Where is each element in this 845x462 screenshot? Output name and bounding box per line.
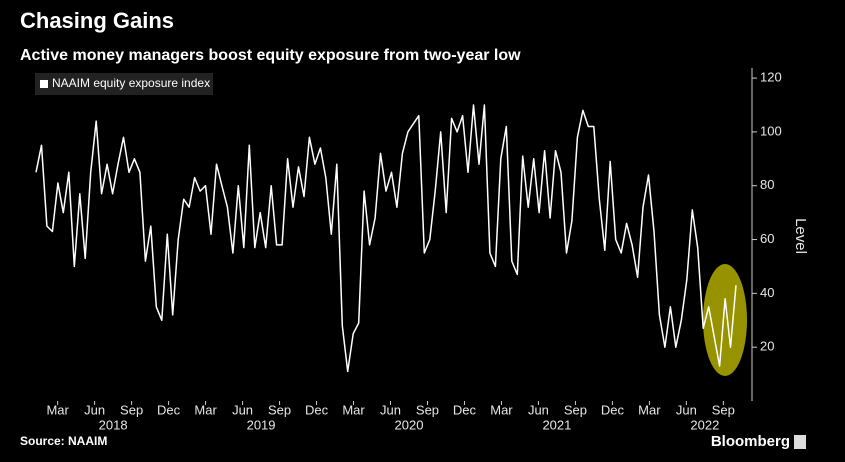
- x-tick-label: Sep: [712, 402, 735, 417]
- x-tick-label: Sep: [416, 402, 439, 417]
- chart-title: Chasing Gains: [20, 8, 174, 33]
- y-tick-label: 80: [760, 177, 774, 192]
- x-tick-label: Jun: [84, 402, 105, 417]
- x-group-label: 2020: [395, 417, 424, 432]
- y-tick-label: 60: [760, 231, 774, 246]
- x-group-label: 2018: [99, 417, 128, 432]
- brand: Bloomberg: [711, 433, 790, 450]
- x-tick-label: Jun: [676, 402, 697, 417]
- y-tick-label: 120: [760, 70, 782, 85]
- x-tick-label: Jun: [380, 402, 401, 417]
- x-tick-label: Sep: [564, 402, 587, 417]
- x-tick-label: Mar: [194, 402, 217, 417]
- x-tick-label: Jun: [528, 402, 549, 417]
- y-axis-label: Level: [792, 218, 809, 254]
- y-tick-label: 40: [760, 285, 774, 300]
- x-group-label: 2021: [542, 417, 571, 432]
- source: Source: NAAIM: [20, 434, 107, 448]
- legend-label: NAAIM equity exposure index: [52, 76, 210, 90]
- line: [35, 104, 737, 373]
- x-tick-label: Sep: [268, 402, 291, 417]
- x-tick-label: Mar: [638, 402, 661, 417]
- x-tick-label: Sep: [120, 402, 143, 417]
- x-group-label: 2019: [247, 417, 276, 432]
- legend: [35, 73, 213, 95]
- y-tick-label: 20: [760, 339, 774, 354]
- x-tick-label: Dec: [453, 402, 477, 417]
- y-tick-label: 100: [760, 123, 782, 138]
- x-tick-label: Mar: [46, 402, 69, 417]
- x-tick-label: Dec: [157, 402, 181, 417]
- legend-swatch: [40, 80, 48, 88]
- x-group-label: 2022: [690, 417, 719, 432]
- x-tick-label: Dec: [601, 402, 625, 417]
- chart-subtitle: Active money managers boost equity expos…: [20, 47, 521, 64]
- x-tick-label: Mar: [490, 402, 513, 417]
- x-tick-label: Mar: [342, 402, 365, 417]
- x-tick-label: Jun: [232, 402, 253, 417]
- brand-icon: [794, 435, 806, 449]
- highlight: [703, 264, 747, 376]
- x-tick-label: Dec: [305, 402, 329, 417]
